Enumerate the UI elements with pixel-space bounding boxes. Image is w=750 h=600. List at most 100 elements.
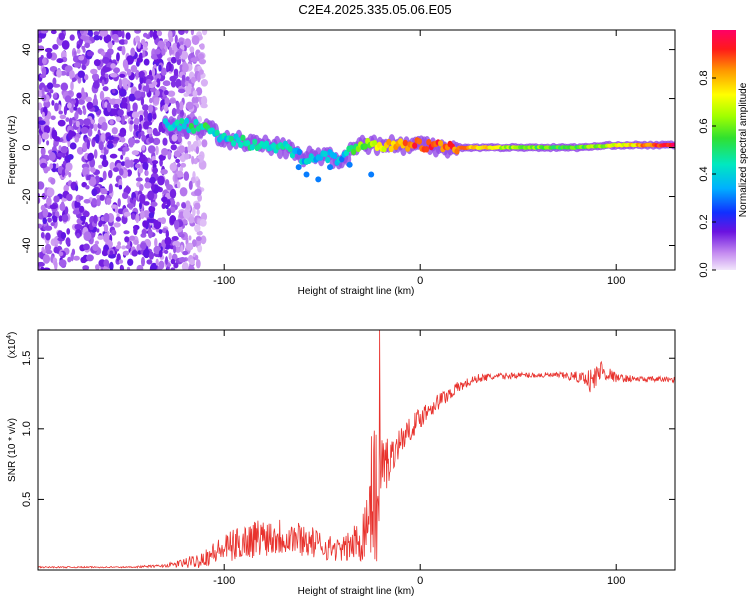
noise-blob bbox=[74, 111, 79, 120]
ridge-point bbox=[412, 142, 418, 149]
noise-blob bbox=[100, 189, 108, 195]
ridge-point bbox=[426, 139, 432, 146]
noise-blob bbox=[125, 244, 131, 250]
noise-blob bbox=[51, 100, 55, 106]
noise-blob bbox=[155, 258, 159, 266]
noise-blob bbox=[196, 236, 202, 242]
ridge-point bbox=[184, 117, 190, 125]
ridge-point bbox=[287, 145, 293, 153]
colorbar-gradient bbox=[712, 30, 736, 270]
noise-blob bbox=[115, 244, 122, 250]
ridge-branch bbox=[303, 171, 310, 178]
ridge-point bbox=[386, 139, 392, 146]
noise-blob bbox=[187, 141, 192, 146]
noise-blob bbox=[158, 229, 163, 234]
noise-blob bbox=[121, 77, 129, 86]
colorbar-tick-label: 0.4 bbox=[698, 166, 710, 181]
noise-blob bbox=[183, 171, 190, 181]
noise-blob bbox=[163, 90, 169, 96]
noise-blob bbox=[200, 235, 207, 245]
noise-blob bbox=[108, 169, 113, 179]
noise-blob bbox=[117, 109, 124, 117]
ridge-point bbox=[423, 146, 430, 153]
noise-blob bbox=[71, 77, 76, 83]
noise-blob bbox=[122, 59, 128, 69]
noise-blob bbox=[188, 242, 193, 249]
noise-blob bbox=[42, 57, 47, 65]
noise-blob bbox=[77, 70, 86, 78]
ridge-point bbox=[438, 140, 444, 147]
noise-blob bbox=[131, 250, 138, 257]
ridge-point bbox=[174, 119, 180, 126]
noise-blob bbox=[180, 50, 189, 60]
spectrogram-x-label: Height of straight line (km) bbox=[298, 286, 415, 297]
noise-blob bbox=[111, 127, 118, 135]
ridge-point bbox=[271, 142, 277, 149]
noise-blob bbox=[197, 194, 203, 202]
noise-blob bbox=[84, 42, 90, 49]
noise-blob bbox=[189, 46, 195, 53]
noise-blob bbox=[173, 219, 180, 230]
noise-blob bbox=[170, 56, 177, 64]
noise-blob bbox=[40, 266, 45, 270]
noise-blob bbox=[42, 217, 47, 224]
noise-blob bbox=[188, 180, 193, 190]
noise-blob bbox=[184, 30, 189, 34]
noise-blob bbox=[128, 137, 135, 146]
y-tick-label: 40 bbox=[21, 43, 33, 55]
noise-blob bbox=[143, 201, 150, 206]
noise-blob bbox=[59, 114, 66, 120]
noise-blob bbox=[85, 185, 90, 190]
noise-blob bbox=[175, 51, 180, 61]
noise-blob bbox=[127, 258, 134, 266]
noise-blob bbox=[73, 62, 82, 68]
noise-blob bbox=[64, 206, 69, 215]
noise-blob bbox=[138, 166, 144, 174]
noise-blob bbox=[81, 45, 85, 50]
snr-y-multiplier: (x104) bbox=[6, 332, 18, 359]
noise-blob bbox=[38, 197, 41, 204]
noise-blob bbox=[80, 215, 87, 221]
colorbar-tick-label: 0.2 bbox=[698, 214, 710, 229]
noise-blob bbox=[197, 72, 201, 83]
noise-blob bbox=[188, 216, 195, 224]
noise-blob bbox=[52, 77, 57, 86]
ridge-point bbox=[240, 134, 246, 141]
noise-blob bbox=[46, 187, 55, 197]
noise-blob bbox=[185, 101, 194, 110]
ridge-point bbox=[176, 125, 183, 132]
colorbar-tick-label: 0.0 bbox=[698, 262, 710, 277]
noise-blob bbox=[102, 56, 110, 64]
noise-blob bbox=[155, 145, 159, 156]
noise-blob bbox=[201, 95, 208, 106]
noise-blob bbox=[76, 48, 81, 54]
ridge-point bbox=[296, 148, 303, 156]
ridge-point bbox=[238, 141, 244, 148]
noise-blob bbox=[69, 34, 75, 41]
noise-blob bbox=[129, 120, 134, 125]
noise-blob bbox=[52, 83, 61, 88]
noise-blob bbox=[67, 256, 72, 263]
noise-blob bbox=[164, 243, 171, 250]
noise-blob bbox=[46, 140, 50, 146]
ridge-point bbox=[235, 137, 241, 144]
noise-blob bbox=[46, 82, 54, 90]
noise-blob bbox=[147, 190, 155, 201]
noise-blob bbox=[167, 151, 171, 159]
noise-blob bbox=[99, 90, 105, 101]
noise-blob bbox=[38, 181, 45, 190]
noise-blob bbox=[173, 68, 179, 77]
noise-blob bbox=[112, 89, 116, 94]
chart-title: C2E4.2025.335.05.06.E05 bbox=[298, 2, 452, 17]
noise-blob bbox=[181, 74, 186, 81]
noise-blob bbox=[58, 110, 63, 115]
noise-blob bbox=[170, 267, 176, 270]
x-tick-label: -100 bbox=[213, 275, 235, 287]
noise-blob bbox=[173, 262, 179, 269]
noise-blob bbox=[190, 30, 194, 36]
noise-blob bbox=[92, 80, 100, 89]
noise-blob bbox=[40, 232, 45, 239]
noise-blob bbox=[147, 112, 153, 123]
noise-blob bbox=[158, 124, 162, 133]
noise-blob bbox=[175, 158, 181, 164]
